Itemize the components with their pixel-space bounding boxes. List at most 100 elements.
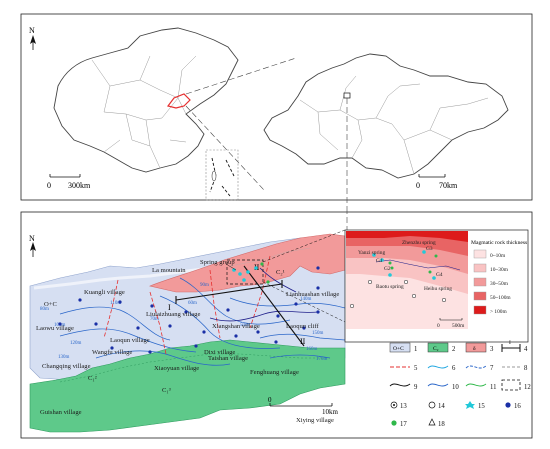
thickness-label-4: 50~100m	[490, 295, 511, 301]
water-level-contours	[59, 277, 346, 366]
village-taishan: Taishan village	[208, 355, 248, 362]
svg-text:70m: 70m	[150, 317, 159, 322]
study-area-marker	[343, 92, 351, 99]
thickness-swatch-4	[473, 291, 487, 301]
inset-title: Magmatic rock thickness	[471, 240, 527, 246]
zoom-line-top	[185, 57, 297, 95]
legend-swatch-4-text: I	[509, 340, 511, 346]
zoom-line-bottom	[185, 105, 265, 191]
legend-num-15: 15	[478, 403, 485, 410]
legend-num-2: 2	[452, 346, 456, 353]
la-mountain-label: La mountain	[152, 267, 186, 274]
magmatic-thickness-inset: Yanzi spring Zhenzhu spring Baotu spring…	[344, 229, 529, 343]
study-area-scale-bar	[269, 403, 333, 407]
inset-point-g1: G1	[376, 258, 383, 264]
study-province-highlight	[166, 93, 191, 109]
north-arrow-icon	[30, 242, 36, 257]
legend-num-14: 14	[438, 403, 445, 410]
legend-num-4: 4	[524, 346, 528, 353]
village-guishan: Guishan village	[40, 409, 82, 416]
svg-text:130m: 130m	[58, 355, 70, 360]
observation-wells	[58, 266, 320, 354]
magmatic-rock-zone	[148, 233, 346, 293]
legend-num-10: 10	[452, 384, 459, 391]
faults	[103, 255, 271, 355]
left-scale-bar	[49, 174, 81, 178]
map-legend: O+C 1 C₂ 2 δ 3 I 4 5 6 7 8 9 10 11 12 13	[389, 340, 531, 428]
stratum-c13-label: C₁³	[162, 387, 171, 394]
north-label: N	[29, 234, 35, 243]
legend-num-5: 5	[414, 365, 418, 372]
study-area-scale-zero: 0	[268, 396, 272, 404]
north-label: N	[29, 26, 35, 35]
inset-point-g2: G2	[384, 266, 391, 272]
village-laoqun: Laoqun village	[110, 337, 150, 344]
svg-text:170m: 170m	[316, 357, 328, 362]
legend-num-17: 17	[400, 421, 407, 428]
thickness-swatch-2	[473, 263, 487, 273]
svg-text:60m: 60m	[188, 301, 197, 306]
thickness-legend: 0~10m 10~30m 30~50m 50~100m > 100m	[473, 249, 511, 315]
stratum-c12-label: C₁²	[88, 375, 97, 382]
inset-baotu-spring: Baotu spring	[376, 284, 404, 290]
legend-num-3: 3	[490, 346, 494, 353]
left-scale-value: 300km	[68, 181, 91, 190]
village-liulaizhuang: Liulaizhuang village	[146, 311, 200, 318]
study-area-map-svg: N 80m 100m 120m 130m 70m 110m 90m 60m 50…	[20, 208, 533, 439]
village-lianhuashan: Lianhuashan village	[286, 291, 339, 298]
left-scale-zero: 0	[47, 181, 51, 190]
thickness-label-5: > 100m	[490, 309, 507, 315]
svg-text:90m: 90m	[200, 283, 209, 288]
stratum-c21-label: C₂¹	[276, 269, 285, 276]
green-wells	[260, 262, 270, 284]
svg-text:120m: 120m	[70, 341, 82, 346]
thickness-swatch-5	[473, 305, 487, 315]
svg-text:150m: 150m	[312, 331, 324, 336]
section-lines	[175, 265, 305, 347]
svg-text:140m: 140m	[300, 297, 312, 302]
section-I-label: I	[168, 303, 171, 312]
village-xiangshan: Xiangshan village	[212, 323, 260, 330]
legend-num-18: 18	[438, 421, 445, 428]
shandong-map	[263, 53, 509, 179]
thickness-swatch-1	[473, 249, 487, 259]
study-area-map-panel: N 80m 100m 120m 130m 70m 110m 90m 60m 50…	[0, 208, 550, 444]
village-xiying: Xiying village	[296, 417, 334, 424]
china-map	[53, 27, 239, 201]
legend-num-9: 9	[414, 384, 418, 391]
inset-zhenzhu-spring: Zhenzhu spring	[402, 240, 436, 246]
spring-markers	[232, 266, 258, 282]
rivers	[209, 267, 319, 322]
legend-num-13: 13	[400, 403, 407, 410]
village-xiaoyuan: Xiaoyuan village	[154, 365, 199, 372]
thickness-swatch-3	[473, 277, 487, 287]
thickness-label-3: 30~50m	[490, 281, 509, 287]
location-map-svg: N 0 300km 0 70km	[20, 13, 533, 208]
legend-swatch-3-text: δ	[473, 346, 476, 352]
legend-swatch-1-text: O+C	[393, 346, 404, 352]
section-II-label-south: II	[300, 337, 306, 346]
location-map-panel: N 0 300km 0 70km	[0, 0, 550, 208]
spring-group-label: Spring group	[200, 259, 235, 266]
village-labels: Kuangli village Laowu village La mountai…	[36, 267, 339, 424]
legend-num-1: 1	[414, 346, 417, 353]
village-kuangli: Kuangli village	[84, 289, 125, 296]
legend-num-11: 11	[490, 384, 497, 391]
svg-text:80m: 80m	[40, 307, 49, 312]
inset-point-g4: G4	[436, 272, 443, 278]
study-area-scale-value: 10km	[322, 408, 339, 416]
north-arrow-icon	[30, 35, 36, 50]
village-changqing: Changqing village	[42, 363, 91, 370]
legend-swatch-2-text: C₂	[433, 346, 439, 352]
thickness-label-2: 10~30m	[490, 267, 509, 273]
stratum-o-c-label: O+C	[44, 301, 57, 308]
right-scale-bar	[418, 174, 446, 178]
thickness-label-1: 0~10m	[490, 253, 506, 259]
svg-text:110m: 110m	[110, 301, 121, 306]
inset-point-g3: G3	[426, 246, 433, 252]
village-dixi: Dixi village	[204, 349, 235, 356]
spring-group-box	[226, 259, 264, 285]
right-scale-zero: 0	[416, 181, 420, 190]
village-wangfu: Wangfu village	[92, 349, 132, 356]
legend-num-8: 8	[524, 365, 528, 372]
